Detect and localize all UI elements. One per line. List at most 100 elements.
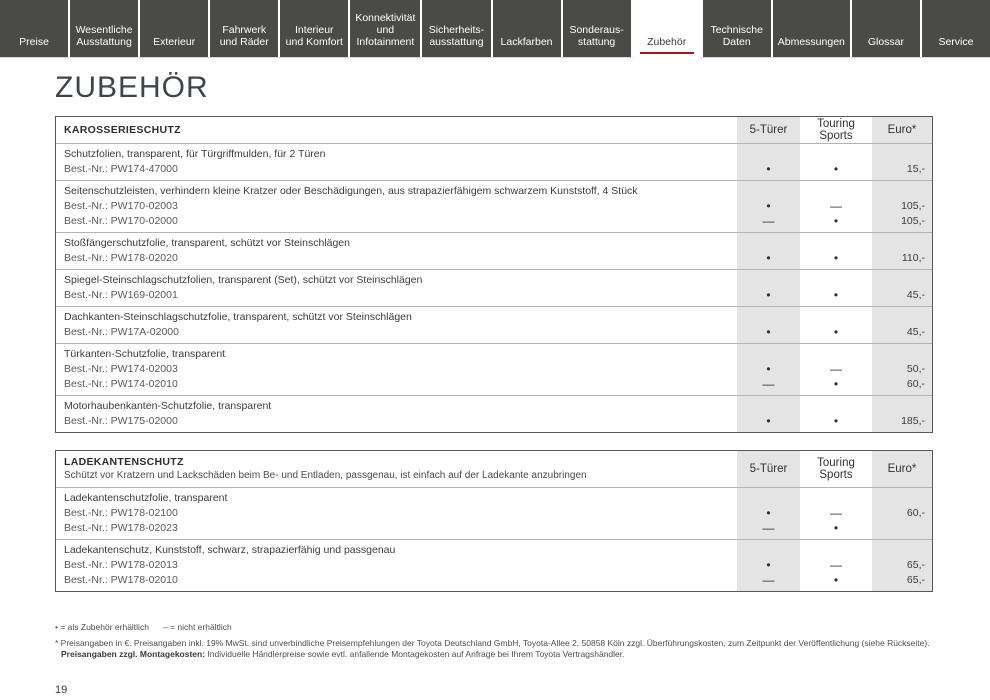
order-number: Best.-Nr.: PW174-02010 (64, 378, 178, 390)
tab-zubehoer[interactable]: Zubehör (632, 0, 701, 57)
item-description: Dachkanten-Steinschlagschutzfolie, trans… (64, 311, 412, 323)
tab-sicherheitsausstattung[interactable]: Sicherheits-ausstattung (422, 0, 491, 57)
price-value: 105,- (901, 215, 925, 227)
tab-exterieur[interactable]: Exterieur (140, 0, 209, 57)
table-row: Motorhaubenkanten-Schutzfolie, transpare… (56, 395, 932, 432)
cell-touring-sports: — • (800, 540, 872, 591)
tab-service[interactable]: Service (921, 0, 990, 57)
availability-mark: • (833, 521, 839, 535)
availability-mark: • (833, 377, 839, 391)
availability-mark: • (833, 414, 839, 428)
tab-interieur-und-komfort[interactable]: Interieur und Komfort (280, 0, 349, 57)
column-header-5-tuerer: 5-Türer (737, 451, 800, 487)
table-row: Ladekantenschutz, Kunststoff, schwarz, s… (56, 539, 932, 591)
price-value: 185,- (901, 415, 925, 427)
availability-mark: • (766, 162, 771, 176)
cell-5-tuerer: • — (737, 181, 800, 232)
availability-mark: • (833, 162, 839, 176)
tab-fahrwerk-und-raeder[interactable]: Fahrwerk und Räder (210, 0, 279, 57)
availability-mark: • (766, 558, 771, 572)
availability-mark: • (766, 362, 771, 376)
item-description: Seitenschutzleisten, verhindern kleine K… (64, 185, 638, 197)
page-number: 19 (55, 684, 68, 696)
item-cell: Stoßfängerschutzfolie, transparent, schü… (56, 233, 732, 269)
column-header-euro: Euro* (872, 117, 932, 143)
legend-available: • = als Zubehör erhältlich (55, 622, 149, 632)
price-value: 105,- (901, 200, 925, 212)
cell-touring-sports: — • (800, 488, 872, 539)
item-description: Schutzfolien, transparent, für Türgriffm… (64, 148, 326, 160)
order-number: Best.-Nr.: PW178-02100 (64, 507, 178, 519)
tab-preise[interactable]: Preise (0, 0, 69, 57)
availability-mark: • (766, 288, 771, 302)
item-description: Stoßfängerschutzfolie, transparent, schü… (64, 237, 350, 249)
table-header: KAROSSERIESCHUTZ 5-Türer Touring Sports … (56, 117, 932, 143)
tab-konnektivitaet-und-infotainment[interactable]: Konnektivität und Infotainment (350, 0, 421, 57)
price-value: 65,- (906, 559, 925, 571)
order-number: Best.-Nr.: PW174-02003 (64, 363, 178, 375)
cell-touring-sports: • (800, 144, 872, 180)
montage-footnote-text: Individuelle Händlerpreise sowie evtl. a… (205, 649, 625, 659)
cell-touring-sports: • (800, 270, 872, 306)
cell-5-tuerer: • — (737, 488, 800, 539)
cell-5-tuerer: • (737, 144, 800, 180)
cell-price: 60,- (872, 488, 932, 539)
cell-touring-sports: • (800, 307, 872, 343)
order-number: Best.-Nr.: PW170-02003 (64, 200, 178, 212)
cell-5-tuerer: • (737, 396, 800, 432)
price-value (872, 521, 932, 536)
section-subtitle: Schützt vor Kratzern und Lackschäden bei… (64, 470, 587, 481)
tab-lackfarben[interactable]: Lackfarben (492, 0, 561, 57)
table-row: Stoßfängerschutzfolie, transparent, schü… (56, 232, 932, 269)
item-cell: Dachkanten-Steinschlagschutzfolie, trans… (56, 307, 732, 343)
availability-mark: • (766, 414, 771, 428)
tab-glossar[interactable]: Glossar (851, 0, 920, 57)
order-number: Best.-Nr.: PW169-02001 (64, 289, 178, 301)
price-table-ladekantenschutz: LADEKANTENSCHUTZ Schützt vor Kratzern un… (55, 450, 933, 592)
table-row: Spiegel-Steinschlagschutzfolien, transpa… (56, 269, 932, 306)
availability-mark: • (833, 288, 839, 302)
item-description: Ladekantenschutz, Kunststoff, schwarz, s… (64, 544, 396, 556)
availability-mark: — (830, 199, 842, 213)
item-cell: Spiegel-Steinschlagschutzfolien, transpa… (56, 270, 732, 306)
cell-5-tuerer: • — (737, 344, 800, 395)
legend-not-available: – = nicht erhältlich (162, 622, 232, 632)
availability-mark: — (762, 573, 775, 587)
tab-technische-daten[interactable]: Technische Daten (702, 0, 771, 57)
tab-sonderausstattung[interactable]: Sonderaus-stattung (562, 0, 631, 57)
availability-mark: — (762, 521, 775, 535)
cell-price: 110,- (872, 233, 932, 269)
availability-mark: — (830, 558, 842, 572)
item-description: Ladekantenschutzfolie, transparent (64, 492, 228, 504)
cell-price: 45,- (872, 307, 932, 343)
cell-5-tuerer: • (737, 270, 800, 306)
cell-5-tuerer: • (737, 307, 800, 343)
availability-mark: — (762, 214, 775, 228)
availability-mark: • (833, 325, 839, 339)
availability-mark: • (766, 251, 771, 265)
order-number: Best.-Nr.: PW178-02010 (64, 574, 178, 586)
price-value: 60,- (906, 378, 925, 390)
price-value: 45,- (906, 326, 925, 338)
cell-price: 185,- (872, 396, 932, 432)
price-footnote: * Preisangaben in €. Preisangaben inkl. … (55, 638, 930, 648)
price-value: 50,- (906, 363, 925, 375)
order-number: Best.-Nr.: PW178-02020 (64, 252, 178, 264)
availability-mark: — (830, 362, 842, 376)
availability-mark: — (830, 506, 842, 520)
availability-legend: • = als Zubehör erhältlich – = nicht erhä… (55, 622, 990, 633)
section-header-cell: LADEKANTENSCHUTZ Schützt vor Kratzern un… (56, 451, 732, 487)
price-value: 65,- (906, 574, 925, 586)
table-row: Ladekantenschutzfolie, transparent Best.… (56, 487, 932, 539)
tab-abmessungen[interactable]: Abmessungen (772, 0, 850, 57)
montage-footnote: Preisangaben zzgl. Montagekosten: Indivi… (55, 649, 990, 660)
tab-bar: Preise Wesentliche Ausstattung Exterieur… (0, 0, 990, 58)
item-cell: Ladekantenschutzfolie, transparent Best.… (56, 488, 732, 539)
table-row: Schutzfolien, transparent, für Türgriffm… (56, 143, 932, 180)
footnotes: • = als Zubehör erhältlich – = nicht erhä… (55, 622, 990, 660)
cell-price: 65,- 65,- (872, 540, 932, 591)
availability-mark: • (833, 214, 839, 228)
availability-mark: — (762, 377, 775, 391)
tab-wesentliche-ausstattung[interactable]: Wesentliche Ausstattung (70, 0, 139, 57)
item-cell: Schutzfolien, transparent, für Türgriffm… (56, 144, 732, 180)
